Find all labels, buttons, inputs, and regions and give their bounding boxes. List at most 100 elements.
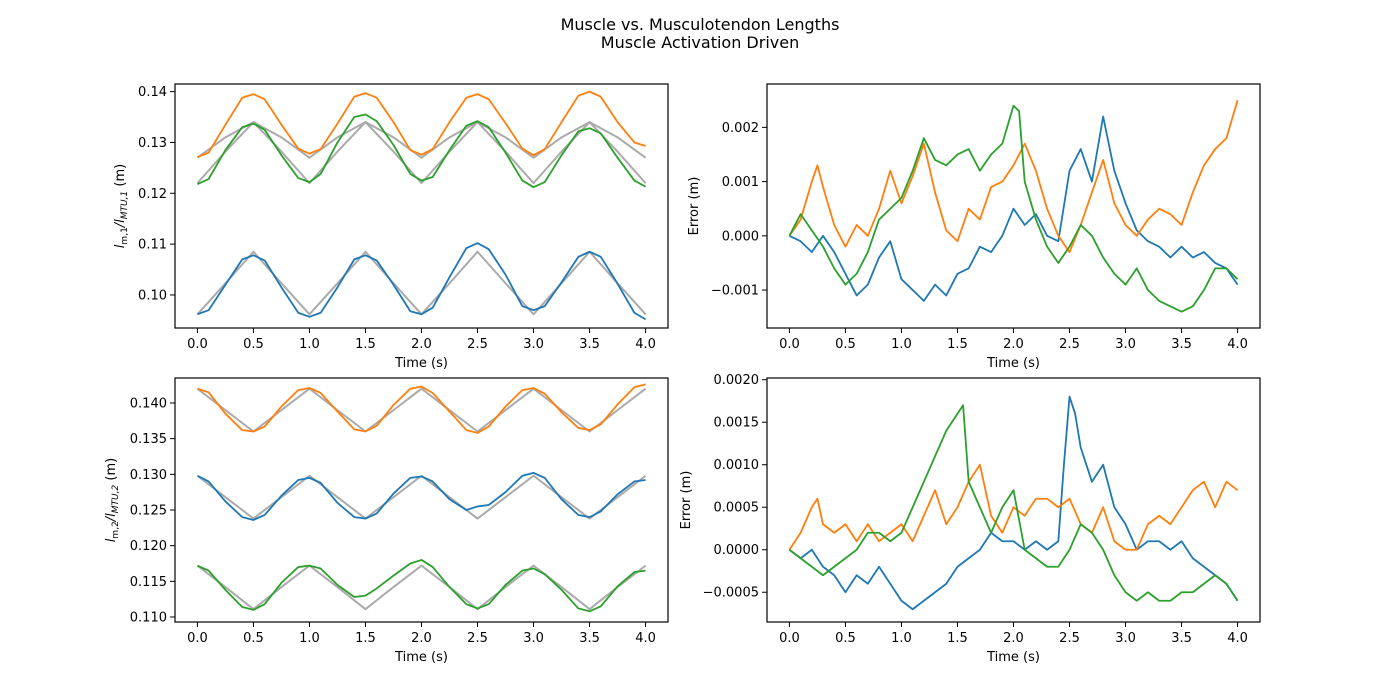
x-tick-label: 2.0 [1003, 337, 1024, 352]
x-tick-label: 3.5 [579, 631, 600, 646]
y-tick-label: 0.13 [138, 136, 167, 151]
x-tick-label: 0.5 [243, 337, 264, 352]
y-tick-label: 0.0010 [714, 458, 760, 473]
y-axis-label-part: MTU,2 [111, 484, 121, 513]
green-series-line [197, 559, 646, 613]
x-tick-label: 2.5 [1059, 337, 1080, 352]
blue-series-line [788, 395, 1239, 611]
x-axis-label: Time (s) [394, 650, 448, 665]
figure-subtitle: Muscle Activation Driven [601, 33, 799, 52]
reference-line [196, 474, 647, 520]
x-tick-label: 1.0 [891, 631, 912, 646]
green-series-line [788, 104, 1239, 313]
x-tick-label: 1.5 [355, 337, 376, 352]
x-tick-label: 0.5 [835, 337, 856, 352]
x-tick-label: 4.0 [635, 631, 656, 646]
x-tick-label: 3.0 [523, 631, 544, 646]
x-tick-label: 3.5 [579, 337, 600, 352]
x-tick-label: 0.0 [779, 631, 800, 646]
x-tick-label: 3.0 [1115, 631, 1136, 646]
y-tick-label: 0.000 [722, 229, 759, 244]
y-axis-label-part: l [113, 244, 128, 248]
x-tick-label: 3.5 [1171, 631, 1192, 646]
orange-series-line [788, 100, 1239, 253]
orange-series-line [197, 90, 646, 159]
x-tick-label: 3.0 [523, 337, 544, 352]
x-tick-label: 1.5 [947, 631, 968, 646]
y-tick-label: 0.0015 [714, 416, 760, 431]
y-tick-label: 0.14 [138, 85, 167, 100]
x-tick-label: 0.5 [835, 631, 856, 646]
x-axis-label: Time (s) [986, 356, 1040, 371]
green-series-line [788, 404, 1239, 602]
y-tick-label: 0.001 [722, 175, 759, 190]
y-axis-label-part: m,2 [111, 521, 121, 538]
reference-line [196, 121, 647, 159]
panel-top-left: 0.0 0.5 1.0 1.5 2.0 2.5 3.0 3.5 4.0 0.10 0.11 0.12 0… [113, 83, 669, 371]
x-tick-label: 1.0 [891, 337, 912, 352]
y-tick-label: −0.0005 [703, 586, 759, 601]
x-tick-label: 1.5 [355, 631, 376, 646]
x-tick-label: 1.0 [299, 337, 320, 352]
blue-series-line [197, 242, 647, 321]
x-tick-label: 1.0 [299, 631, 320, 646]
y-axis-label: Error (m) [687, 177, 702, 236]
y-axis-label-part: MTU,1 [120, 191, 130, 219]
blue-series-line [197, 471, 646, 521]
orange-series-line [788, 463, 1239, 551]
y-tick-label: 0.0005 [714, 501, 760, 516]
y-tick-label: 0.0020 [714, 373, 760, 388]
y-axis-label-part: /l [104, 513, 119, 522]
x-tick-label: 2.5 [467, 337, 488, 352]
x-tick-label: 2.5 [467, 631, 488, 646]
y-tick-label: 0.10 [138, 288, 167, 303]
x-tick-label: 2.0 [1003, 631, 1024, 646]
y-tick-label: −0.001 [711, 284, 759, 299]
x-tick-label: 4.0 [1227, 631, 1248, 646]
x-tick-label: 2.5 [1059, 631, 1080, 646]
panel-bottom-right: 0.0 0.5 1.0 1.5 2.0 2.5 3.0 3.5 4.0 −0.0005 0.0000… [679, 373, 1261, 665]
x-tick-label: 0.0 [187, 337, 208, 352]
x-axis-label: Time (s) [394, 356, 448, 371]
axes-frame [174, 377, 669, 623]
y-axis-label-part: m,1 [120, 227, 130, 244]
y-tick-label: 0.12 [138, 187, 167, 202]
y-axis-label-part: (m) [113, 164, 128, 191]
green-series-line [197, 113, 647, 189]
axes-frame [766, 83, 1261, 329]
y-axis-label: Error (m) [679, 471, 694, 530]
x-tick-label: 3.5 [1171, 337, 1192, 352]
x-tick-label: 2.0 [411, 337, 432, 352]
reference-line [196, 564, 647, 611]
orange-series-line [197, 383, 646, 434]
y-tick-label: 0.135 [130, 432, 167, 447]
y-axis-label-part: l [104, 538, 119, 542]
x-axis-label: Time (s) [986, 650, 1040, 665]
x-tick-label: 4.0 [1227, 337, 1248, 352]
y-tick-label: 0.110 [130, 611, 167, 626]
y-tick-label: 0.11 [138, 238, 167, 253]
y-tick-label: 0.002 [722, 121, 759, 136]
y-tick-label: 0.0000 [714, 543, 760, 558]
y-tick-label: 0.125 [130, 503, 167, 518]
x-tick-label: 0.5 [243, 631, 264, 646]
panel-top-right: 0.0 0.5 1.0 1.5 2.0 2.5 3.0 3.5 4.0 −0.001 0.000 0.… [687, 83, 1261, 371]
x-tick-label: 2.0 [411, 631, 432, 646]
y-tick-label: 0.115 [130, 575, 167, 590]
y-tick-label: 0.140 [130, 396, 167, 411]
figure-title: Muscle vs. Musculotendon Lengths [561, 15, 840, 34]
blue-series-line [789, 115, 1239, 302]
x-tick-label: 0.0 [779, 337, 800, 352]
x-tick-label: 0.0 [187, 631, 208, 646]
x-tick-label: 1.5 [947, 337, 968, 352]
panel-bottom-left: 0.0 0.5 1.0 1.5 2.0 2.5 3.0 3.5 4.0 0.110 0.115 0.1… [104, 377, 669, 665]
y-tick-label: 0.120 [130, 539, 167, 554]
y-axis-label: lm,2/lMTU,2 (m) [104, 458, 121, 542]
y-axis-label: lm,1/lMTU,1 (m) [113, 164, 130, 248]
y-axis-label-part: /l [113, 219, 128, 228]
y-tick-label: 0.130 [130, 468, 167, 483]
y-axis-label-part: (m) [104, 458, 119, 485]
reference-line [196, 387, 647, 433]
x-tick-label: 3.0 [1115, 337, 1136, 352]
